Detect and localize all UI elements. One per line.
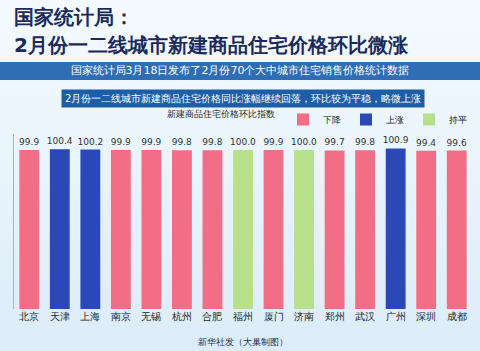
- svg-text:成都: 成都: [447, 311, 467, 322]
- svg-text:济南: 济南: [294, 311, 314, 322]
- svg-text:杭州: 杭州: [171, 311, 192, 322]
- svg-text:无锡: 无锡: [141, 311, 161, 322]
- svg-text:天津: 天津: [50, 311, 70, 322]
- svg-text:武汉: 武汉: [355, 311, 375, 322]
- svg-text:2月份一二线城市新建商品住宅价格同比涨幅继续回落，环比较为平: 2月份一二线城市新建商品住宅价格同比涨幅继续回落，环比较为平稳，略微上涨: [65, 93, 421, 104]
- svg-text:99.9: 99.9: [111, 137, 131, 147]
- svg-text:99.7: 99.7: [325, 137, 345, 147]
- svg-text:厦门: 厦门: [264, 311, 284, 322]
- svg-text:99.8: 99.8: [355, 137, 375, 147]
- svg-text:福州: 福州: [233, 311, 253, 322]
- svg-text:深圳: 深圳: [416, 311, 436, 322]
- svg-text:100.9: 100.9: [383, 135, 409, 145]
- svg-text:100.0: 100.0: [230, 137, 256, 147]
- svg-text:100.2: 100.2: [77, 137, 103, 147]
- svg-text:新华社发（大巢制图）: 新华社发（大巢制图）: [198, 337, 288, 347]
- svg-text:100.4: 100.4: [47, 136, 73, 146]
- svg-text:南京: 南京: [111, 311, 131, 322]
- svg-text:100.0: 100.0: [291, 137, 317, 147]
- svg-text:99.8: 99.8: [172, 137, 192, 147]
- html-text:2月份一二线城市新建商品住宅价格环比微涨: 2月份一二线城市新建商品住宅价格环比微涨: [14, 33, 408, 57]
- svg-text:广州: 广州: [386, 311, 406, 322]
- svg-text:99.9: 99.9: [19, 137, 39, 147]
- svg-text:99.4: 99.4: [416, 138, 436, 148]
- svg-text:上海: 上海: [80, 311, 100, 322]
- svg-text:合肥: 合肥: [202, 311, 222, 322]
- svg-text:郑州: 郑州: [325, 311, 345, 322]
- svg-text:99.6: 99.6: [447, 138, 467, 148]
- svg-text:上涨: 上涨: [386, 115, 404, 125]
- html-text:国家统计局：: 国家统计局：: [14, 5, 134, 29]
- svg-text:99.8: 99.8: [202, 137, 222, 147]
- svg-text:99.9: 99.9: [263, 137, 283, 147]
- svg-text:下降: 下降: [323, 115, 341, 125]
- svg-text:持平: 持平: [449, 115, 467, 125]
- svg-text:99.9: 99.9: [141, 137, 161, 147]
- svg-text:北京: 北京: [19, 311, 39, 322]
- html-text:国家统计局3月18日发布了2月份70个大中城市住宅销售价格统: 国家统计局3月18日发布了2月份70个大中城市住宅销售价格统计数据: [70, 64, 410, 77]
- svg-text:新建商品住宅价格环比指数: 新建商品住宅价格环比指数: [167, 109, 275, 119]
